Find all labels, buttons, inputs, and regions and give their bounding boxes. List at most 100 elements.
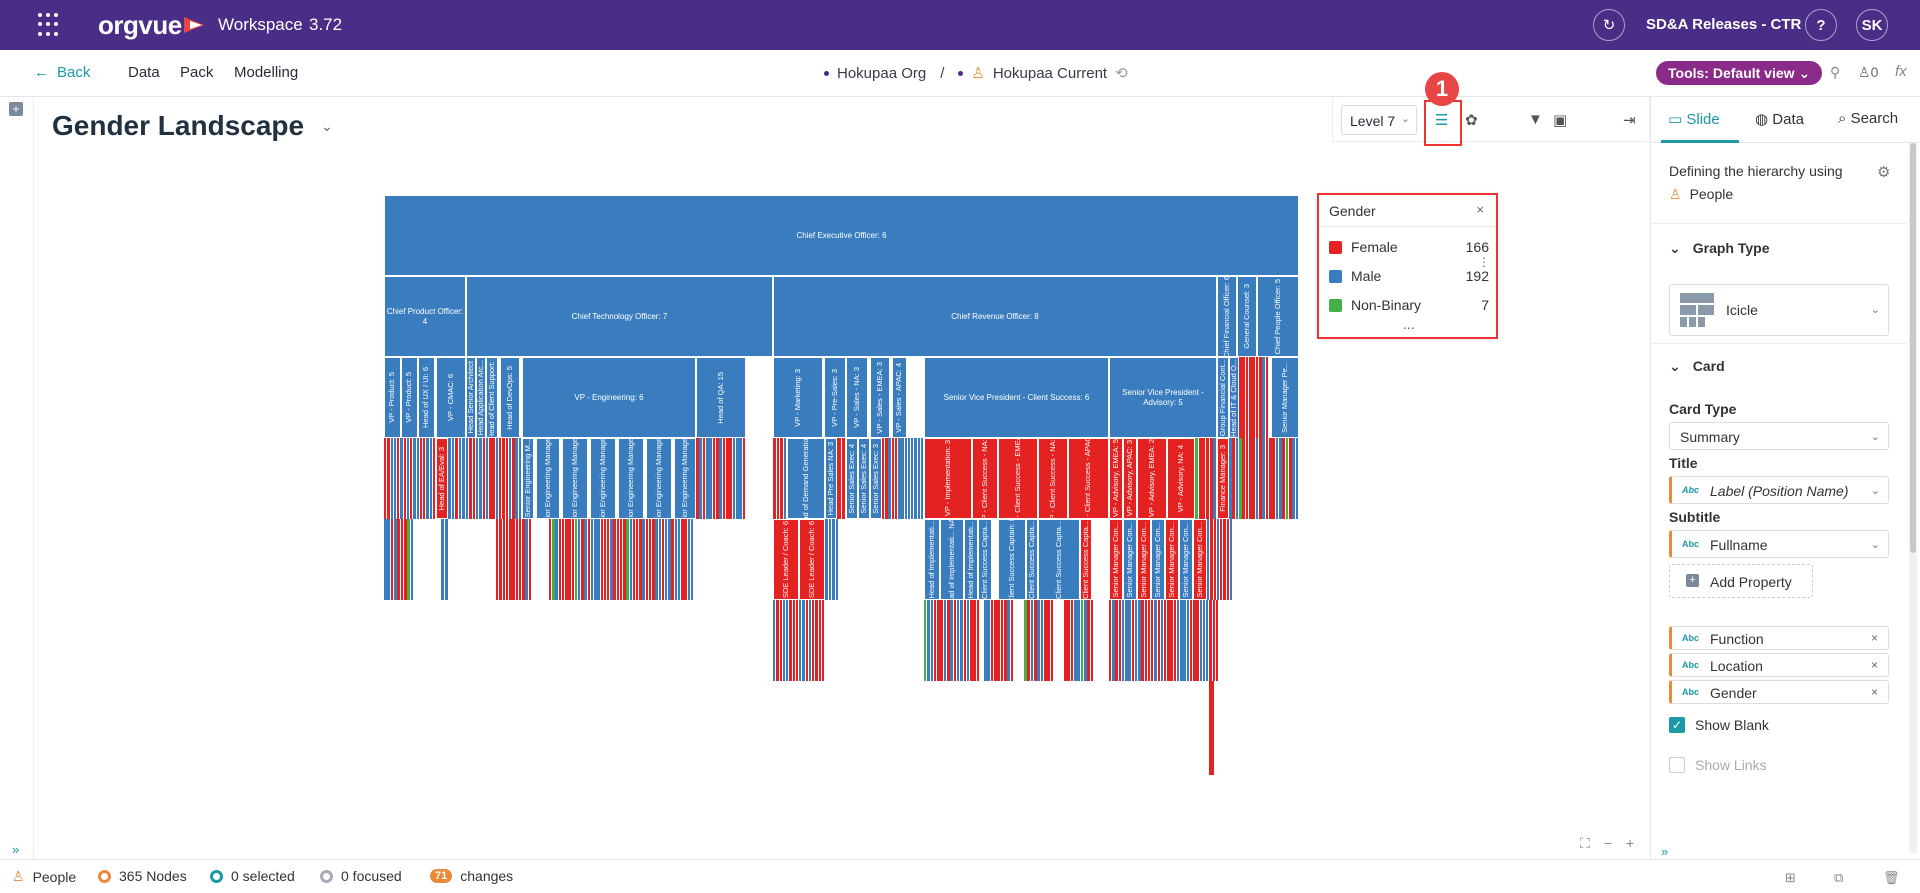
person-leaf[interactable] [1220, 519, 1223, 600]
icicle-node[interactable]: Senior Engineering Manager: 8 [536, 438, 560, 519]
icicle-node[interactable]: Head of IT & Cloud O... [1229, 357, 1239, 438]
person-leaf[interactable] [940, 600, 943, 681]
person-leaf[interactable] [648, 519, 652, 600]
person-leaf[interactable] [578, 519, 581, 600]
person-leaf[interactable] [1269, 438, 1272, 519]
person-leaf[interactable] [821, 600, 825, 681]
person-leaf[interactable] [1167, 600, 1170, 681]
icicle-node[interactable]: VP - Client Success - APAC: 5 [1068, 438, 1109, 519]
person-leaf[interactable] [451, 438, 455, 519]
nav-pack[interactable]: Pack [180, 64, 214, 81]
person-leaf[interactable] [1074, 600, 1077, 681]
person-leaf[interactable] [1131, 600, 1135, 681]
person-leaf[interactable] [732, 438, 736, 519]
user-avatar[interactable]: SK [1856, 9, 1888, 41]
person-leaf[interactable] [518, 438, 522, 519]
person-leaf[interactable] [1202, 600, 1206, 681]
person-leaf[interactable] [973, 600, 976, 681]
breadcrumb-view[interactable]: Hokupaa Current [992, 64, 1108, 82]
person-leaf[interactable] [1027, 600, 1030, 681]
person-leaf[interactable] [696, 438, 699, 519]
person-leaf[interactable] [387, 438, 390, 519]
person-leaf[interactable] [413, 438, 416, 519]
person-leaf[interactable] [1151, 600, 1154, 681]
person-leaf[interactable] [476, 438, 479, 519]
person-leaf[interactable] [465, 438, 469, 519]
person-leaf[interactable] [907, 438, 911, 519]
person-leaf[interactable] [729, 438, 732, 519]
icicle-node[interactable]: Senior Engineering Manager: 9 [618, 438, 644, 519]
person-leaf[interactable] [590, 519, 594, 600]
person-leaf[interactable] [911, 438, 914, 519]
person-leaf[interactable] [499, 519, 502, 600]
person-leaf[interactable] [837, 438, 841, 519]
pin-icon[interactable]: ⚲ [1830, 64, 1841, 80]
person-leaf[interactable] [1216, 519, 1220, 600]
icicle-node[interactable]: Senior Manager Con... [1109, 519, 1123, 600]
person-leaf[interactable] [508, 438, 512, 519]
icicle-node[interactable]: Senior Engineering Manager: 8 [646, 438, 672, 519]
person-leaf[interactable] [499, 438, 502, 519]
collapse-panel-icon[interactable]: » [1661, 844, 1669, 859]
person-leaf[interactable] [1210, 519, 1213, 600]
person-leaf[interactable] [505, 519, 509, 600]
person-leaf[interactable] [626, 519, 629, 600]
expand-left-icon[interactable]: » [12, 842, 20, 857]
person-leaf[interactable] [1047, 600, 1050, 681]
person-leaf[interactable] [1030, 600, 1034, 681]
person-leaf[interactable] [1202, 438, 1206, 519]
person-leaf[interactable] [891, 438, 895, 519]
zoom-out-icon[interactable]: − [1603, 835, 1612, 851]
person-leaf[interactable] [445, 519, 449, 600]
icicle-node[interactable]: Client Success Captain: 8 [998, 519, 1026, 600]
person-leaf[interactable] [1262, 438, 1265, 519]
users-count[interactable]: ♙0 [1858, 64, 1878, 81]
person-leaf[interactable] [1265, 438, 1269, 519]
person-leaf[interactable] [1242, 357, 1245, 438]
icicle-node[interactable]: Head Pre Sales NA: 3 [825, 438, 837, 519]
person-leaf[interactable] [1229, 438, 1232, 519]
person-leaf[interactable] [1235, 438, 1239, 519]
person-leaf[interactable] [1249, 438, 1252, 519]
person-leaf[interactable] [1084, 600, 1087, 681]
person-leaf[interactable] [1112, 600, 1115, 681]
person-leaf[interactable] [390, 519, 394, 600]
person-leaf[interactable] [1024, 600, 1027, 681]
person-leaf[interactable] [1229, 519, 1233, 600]
person-leaf[interactable] [1245, 438, 1249, 519]
person-leaf[interactable] [668, 519, 671, 600]
icicle-node[interactable]: Head of Client Support: 1 [486, 357, 498, 438]
person-leaf[interactable] [1245, 357, 1249, 438]
person-leaf[interactable] [799, 600, 802, 681]
person-leaf[interactable] [742, 438, 746, 519]
person-leaf[interactable] [947, 600, 950, 681]
person-leaf[interactable] [549, 519, 552, 600]
person-leaf[interactable] [1199, 600, 1202, 681]
person-leaf[interactable] [702, 438, 706, 519]
icicle-node[interactable]: Senior Engineering Manager: 9 [562, 438, 588, 519]
card-type-select[interactable]: Summary ⌄ [1669, 422, 1889, 450]
panel-scrollbar[interactable] [1909, 143, 1917, 853]
person-leaf[interactable] [1226, 519, 1229, 600]
person-leaf[interactable] [665, 519, 668, 600]
person-leaf[interactable] [485, 438, 489, 519]
person-leaf[interactable] [719, 438, 722, 519]
chevron-down-icon[interactable]: ⌄ [321, 118, 333, 134]
icicle-node[interactable]: VP - Advisory, NA: 4 [1167, 438, 1195, 519]
icicle-node[interactable]: Senior Engineering M... [522, 438, 534, 519]
person-leaf[interactable] [716, 438, 719, 519]
close-icon[interactable]: × [1476, 202, 1484, 217]
icicle-node[interactable]: Head Application Arc... [476, 357, 486, 438]
status-focused[interactable]: 0 focused [320, 868, 402, 884]
person-leaf[interactable] [1118, 600, 1122, 681]
person-leaf[interactable] [642, 519, 645, 600]
person-leaf[interactable] [645, 519, 649, 600]
person-leaf[interactable] [1067, 600, 1070, 681]
person-leaf[interactable] [496, 519, 499, 600]
person-leaf[interactable] [802, 600, 805, 681]
person-leaf[interactable] [984, 600, 987, 681]
person-leaf[interactable] [805, 600, 808, 681]
person-leaf[interactable] [406, 438, 410, 519]
property-function[interactable]: Abc Function × [1669, 626, 1889, 650]
tools-dropdown[interactable]: Tools: Default view ⌄ [1656, 61, 1823, 85]
